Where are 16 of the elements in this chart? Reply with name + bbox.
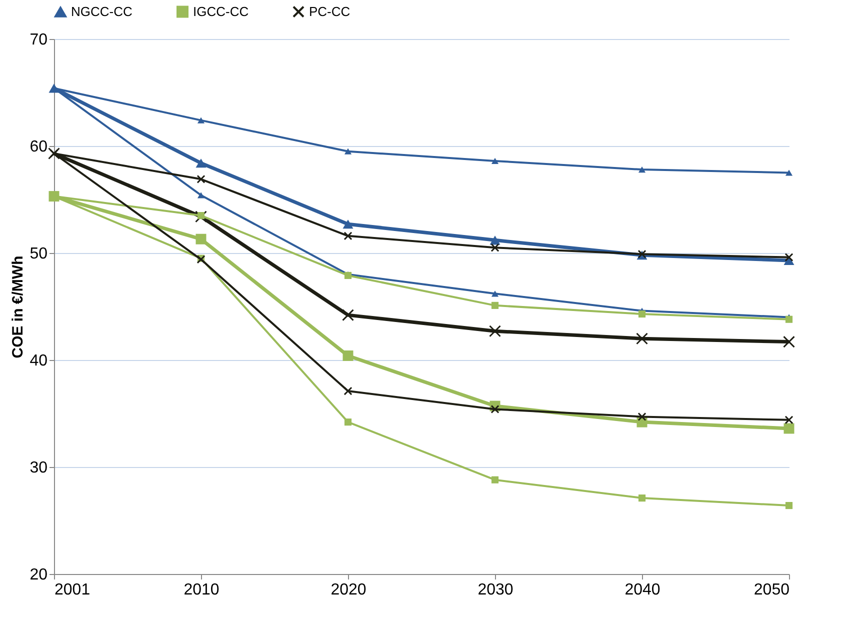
- y-axis-title: COE in €/MWh: [10, 256, 27, 358]
- x-tick-label: 2050: [754, 582, 790, 598]
- x-tick-label: 2030: [478, 582, 514, 598]
- legend-label: PC-CC: [309, 4, 350, 19]
- y-tick-label: 60: [30, 138, 48, 156]
- legend-label: IGCC-CC: [193, 4, 249, 19]
- x-tick-label: 2020: [330, 582, 366, 598]
- x-tick-label: 2040: [624, 582, 660, 598]
- y-tick-label: 40: [30, 352, 48, 370]
- x-tick-label: 2010: [184, 582, 220, 598]
- legend-label: NGCC-CC: [71, 4, 132, 20]
- y-tick-label: 50: [30, 246, 48, 262]
- y-tick-label: 70: [30, 32, 48, 48]
- y-tick-label: 30: [30, 460, 48, 476]
- x-tick-label: 2001: [54, 582, 90, 598]
- y-tick-label: 20: [30, 566, 48, 584]
